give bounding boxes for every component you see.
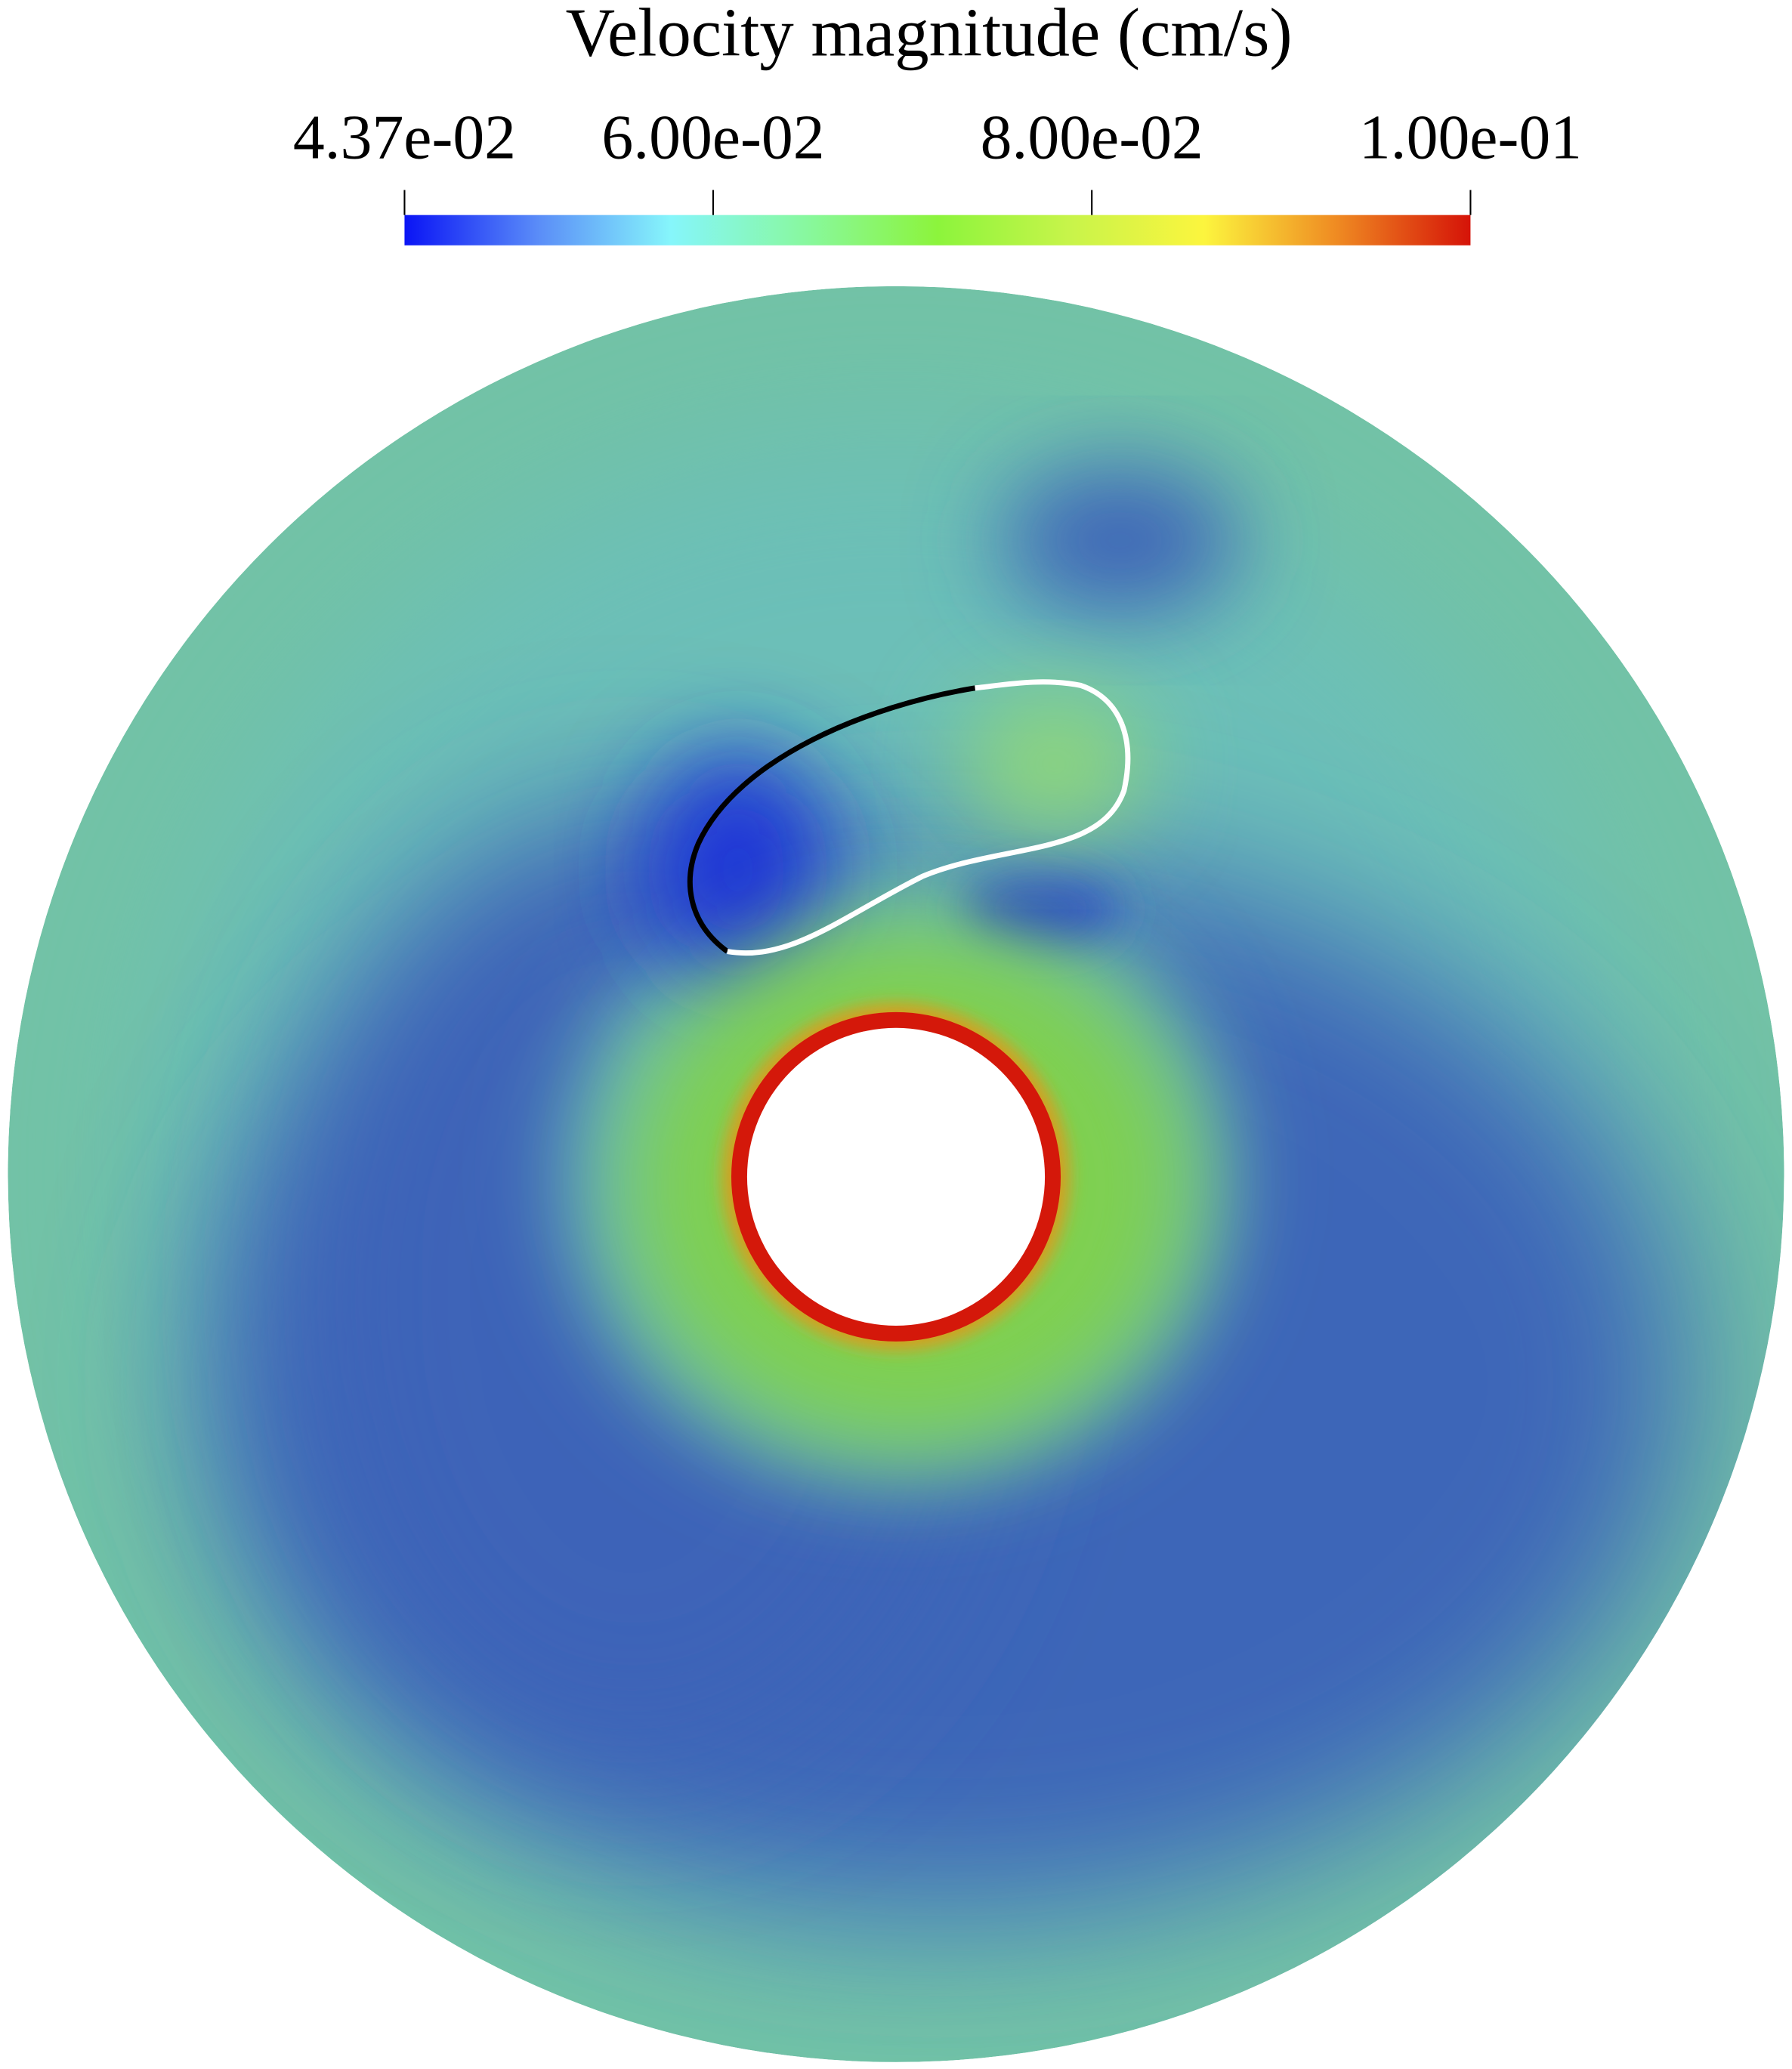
tick-label: 8.00e-02 (981, 103, 1203, 173)
cylinder (746, 1027, 1046, 1326)
colorbar-ramp (404, 215, 1471, 246)
body-curve (727, 679, 1131, 956)
field-region (1001, 468, 1239, 613)
field-region (962, 692, 1147, 837)
colorbar: 4.37e-02 6.00e-02 8.00e-02 1.00e-01 (293, 103, 1582, 246)
field-region (962, 869, 1120, 950)
tick-label: 6.00e-02 (601, 103, 824, 173)
tick-label: 4.37e-02 (293, 103, 516, 173)
velocity-field (8, 286, 1784, 2062)
colorbar-title: Velocity magnitude (cm/s) (566, 0, 1293, 71)
tick-label: 1.00e-01 (1359, 103, 1582, 173)
body-curve (687, 685, 976, 954)
field-region (645, 751, 830, 989)
